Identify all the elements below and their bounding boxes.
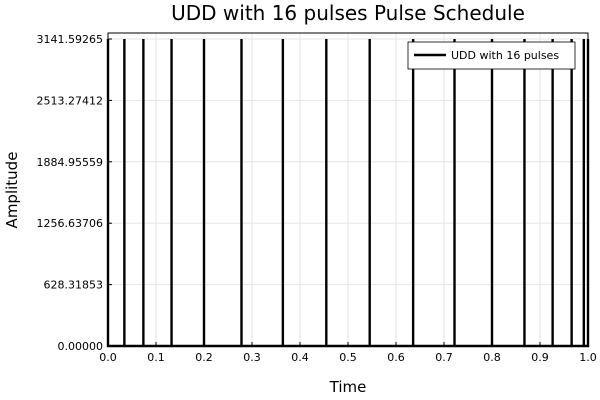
legend-label: UDD with 16 pulses bbox=[451, 49, 559, 62]
x-tick-label: 0.3 bbox=[243, 351, 261, 364]
x-tick-label: 0.9 bbox=[531, 351, 549, 364]
chart-title: UDD with 16 pulses Pulse Schedule bbox=[171, 1, 525, 25]
x-axis-label: Time bbox=[329, 378, 367, 396]
grid bbox=[107, 33, 589, 347]
y-tick-label: 3141.59265 bbox=[37, 33, 103, 46]
y-tick-label: 2513.27412 bbox=[37, 94, 103, 107]
y-tick-label: 0.00000 bbox=[58, 340, 104, 353]
y-axis-ticks: 0.00000 628.31853 1256.63706 1884.95559 2513… bbox=[37, 33, 112, 353]
x-tick-label: 0.6 bbox=[387, 351, 405, 364]
x-tick-label: 0.1 bbox=[147, 351, 165, 364]
x-tick-label: 0.2 bbox=[195, 351, 213, 364]
y-tick-label: 1884.95559 bbox=[37, 156, 103, 169]
y-axis-label: Amplitude bbox=[3, 152, 21, 229]
x-tick-label: 1.0 bbox=[579, 351, 597, 364]
y-tick-label: 1256.63706 bbox=[37, 217, 103, 230]
x-tick-label: 0.0 bbox=[99, 351, 117, 364]
x-tick-label: 0.5 bbox=[339, 351, 357, 364]
x-tick-label: 0.7 bbox=[435, 351, 453, 364]
x-axis-ticks: 0.0 0.1 0.2 0.3 0.4 0.5 0.6 0.7 0.8 0.9 1.0 bbox=[99, 342, 597, 364]
y-tick-label: 628.31853 bbox=[44, 279, 104, 292]
x-tick-label: 0.4 bbox=[291, 351, 309, 364]
legend: UDD with 16 pulses bbox=[407, 41, 576, 70]
x-tick-label: 0.8 bbox=[483, 351, 501, 364]
